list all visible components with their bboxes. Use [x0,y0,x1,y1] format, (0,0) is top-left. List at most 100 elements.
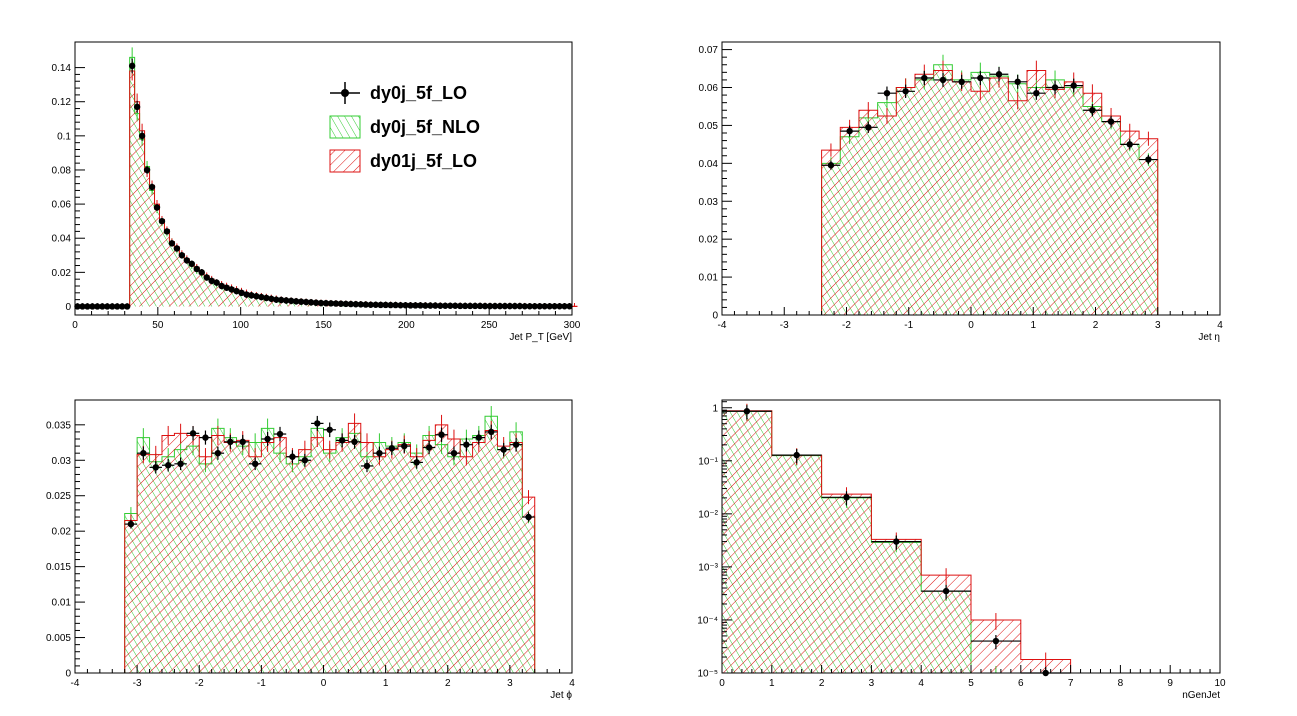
data-point [488,428,495,436]
data-point [367,301,374,308]
legend-swatch [329,149,361,173]
data-point [307,299,315,306]
data-point [143,166,151,174]
data-point [213,279,220,286]
data-point [127,520,135,528]
y-tick-label: 0.02 [52,268,72,279]
data-point [273,296,280,303]
data-point [233,287,240,295]
data-point [164,462,172,469]
data-point [283,297,290,304]
x-tick-label: 0 [321,678,327,689]
x-tick-label: 3 [869,678,875,689]
data-point [939,76,947,84]
data-point [521,303,528,310]
data-point [292,298,300,305]
x-tick-label: 8 [1118,678,1124,689]
data-point [377,301,384,309]
data-point [357,301,364,308]
data-point [243,291,250,298]
data-point [883,89,891,97]
data-point [228,286,235,293]
data-point [218,282,225,290]
y-tick-label: 0.01 [699,273,719,284]
data-point [843,494,850,501]
y-tick-label: 0.12 [52,97,72,108]
x-tick-label: 2 [819,678,825,689]
data-point [238,289,245,297]
x-tick-label: -1 [904,320,913,331]
y-tick-label: 10⁻² [698,509,718,520]
data-point [447,302,454,309]
x-tick-label: 3 [1155,320,1161,331]
data-point [461,302,469,310]
data-point [152,464,159,471]
data-point [471,302,479,310]
data-point [163,228,171,235]
data-point [466,302,474,310]
data-point [347,300,355,308]
y-tick-label: 10⁻⁵ [697,669,718,680]
data-point [94,303,101,310]
data-point [264,435,271,443]
x-tick-label: 0 [72,320,78,331]
y-tick-label: 0.005 [46,633,71,644]
data-point [109,303,116,310]
data-point [526,303,533,310]
data-point [317,299,325,307]
data-point [322,300,330,307]
x-axis-label: Jet ϕ [550,690,572,701]
legend-label: dy0j_5f_NLO [370,117,480,137]
data-point [114,303,121,310]
x-tick-label: 150 [315,320,332,331]
x-tick-label: 10 [1214,678,1226,689]
data-point [531,303,538,310]
data-point [1070,82,1077,89]
data-point [977,74,984,82]
legend-label: dy0j_5f_LO [370,83,467,103]
data-point [248,292,255,299]
data-point [198,269,205,276]
y-tick-label: 0.06 [52,200,72,211]
data-point [183,257,191,264]
data-point [846,127,853,135]
y-tick-label: 0.06 [699,83,719,94]
data-point [556,303,563,310]
data-point [189,430,197,437]
data-point [223,284,230,291]
data-point [382,301,389,309]
y-tick-label: 0.015 [46,562,71,573]
data-point [902,88,909,95]
data-point [500,446,507,453]
data-point [351,438,358,446]
data-point [412,302,419,309]
data-point [326,426,333,433]
x-tick-label: 200 [398,320,415,331]
data-point [425,444,433,451]
data-point [363,462,371,470]
data-point [140,449,147,457]
data-point [450,449,458,457]
x-tick-label: 2 [445,678,451,689]
data-point [104,303,111,310]
data-point [438,431,445,438]
y-tick-label: 0.035 [46,420,71,431]
data-point [314,420,321,427]
data-point [475,434,483,441]
data-point [546,303,553,310]
data-point [506,302,514,310]
panel-jet-pt: 0 50 100 150 200 250 300 0 0.02 0.04 0.06 0.08 0.1 0.… [52,41,581,343]
data-point [128,62,136,70]
data-point [352,301,360,308]
x-tick-label: -4 [718,320,727,331]
data-point [133,103,141,111]
data-point [338,437,346,444]
data-point [89,303,96,310]
data-point [193,265,200,273]
data-point [387,301,394,309]
data-point [1126,141,1133,148]
data-point [452,302,459,309]
y-tick-label: 0.02 [52,527,72,538]
data-point [958,78,965,86]
x-tick-label: 0 [968,320,974,331]
